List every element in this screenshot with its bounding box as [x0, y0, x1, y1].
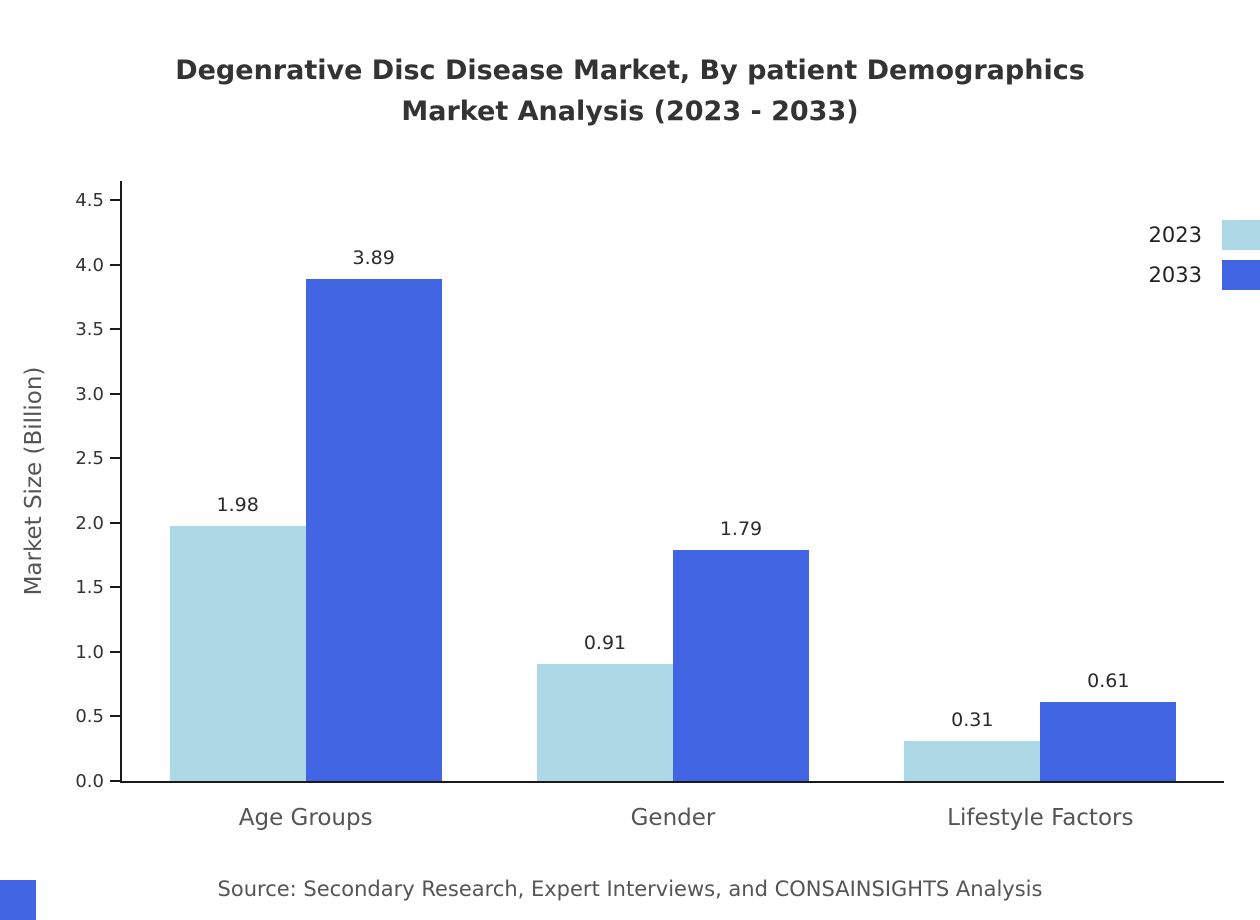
y-tick-label: 0.5: [75, 706, 104, 728]
y-tick-label: 1.5: [75, 577, 104, 599]
y-tick-mark: [110, 263, 120, 266]
bar-group-lifestyle-factors: 0.31 0.61 Lifestyle Factors: [904, 181, 1177, 831]
y-tick-label: 4.0: [75, 254, 104, 276]
y-tick-mark: [110, 586, 120, 589]
y-tick-label: 2.5: [75, 448, 104, 470]
chart-title: Degenrative Disc Disease Market, By pati…: [0, 50, 1260, 132]
source-note: Source: Secondary Research, Expert Inter…: [217, 877, 1043, 901]
chart-title-line-2: Market Analysis (2023 - 2033): [401, 96, 859, 127]
bar-value-label: 0.31: [951, 709, 994, 731]
y-tick-mark: [110, 392, 120, 395]
y-tick-mark: [110, 199, 120, 202]
y-tick-mark: [110, 715, 120, 718]
chart-legend: 2023 2033: [1149, 220, 1260, 300]
y-tick-mark: [110, 328, 120, 331]
bar-group-gender: 0.91 1.79 Gender: [536, 181, 809, 831]
legend-entry-2023: 2023: [1149, 220, 1260, 250]
y-tick-mark: [110, 650, 120, 653]
y-axis-ticks: 0.0 0.5 1.0 1.5 2.0 2.5 3.0 3.5 4.0 4.5: [75, 181, 1224, 792]
bar-value-label: 1.79: [719, 518, 763, 541]
bar-2023: 0.91: [536, 632, 673, 781]
x-category-label: Age Groups: [238, 805, 373, 831]
x-category-label: Lifestyle Factors: [947, 805, 1134, 831]
bar-value-label: 0.61: [1087, 670, 1130, 693]
y-tick-label: 0.0: [75, 771, 104, 792]
y-tick-mark: [110, 521, 120, 524]
plot-area: 0.0 0.5 1.0 1.5 2.0 2.5 3.0 3.5 4.0 4.5 1.98 3.89 A…: [75, 181, 1224, 831]
corner-accent: [0, 880, 36, 920]
y-tick-mark: [110, 780, 120, 782]
y-tick-label: 4.5: [75, 190, 104, 212]
y-tick-label: 1.0: [75, 641, 104, 663]
legend-swatch: [1222, 260, 1260, 290]
y-tick-label: 3.0: [75, 383, 104, 405]
y-axis-title: Market Size (Billion): [21, 366, 47, 596]
legend-label: 2023: [1148, 223, 1202, 247]
bar-groups: 1.98 3.89 Age Groups 0.91 1.79 Gender 0.31 0.61…: [122, 181, 1224, 831]
bar-value-label: 1.98: [216, 493, 259, 516]
bar-value-label: 0.91: [583, 631, 627, 654]
x-category-label: Gender: [630, 805, 716, 831]
y-tick-label: 3.5: [75, 319, 104, 341]
bar-2023: 0.31: [904, 709, 1041, 781]
y-tick-label: 2.0: [75, 512, 104, 534]
bar-group-age-groups: 1.98 3.89 Age Groups: [169, 181, 442, 831]
chart-title-line-1: Degenrative Disc Disease Market, By pati…: [175, 55, 1085, 86]
legend-entry-2033: 2033: [1149, 260, 1260, 290]
bar-2033: 1.79: [672, 518, 809, 781]
legend-swatch: [1222, 220, 1260, 250]
legend-label: 2033: [1148, 263, 1202, 287]
bar-value-label: 3.89: [352, 247, 395, 270]
bar-2023: 1.98: [169, 494, 306, 781]
bar-2033: 0.61: [1040, 670, 1177, 781]
y-tick-mark: [110, 457, 120, 460]
bar-2033: 3.89: [305, 247, 442, 781]
